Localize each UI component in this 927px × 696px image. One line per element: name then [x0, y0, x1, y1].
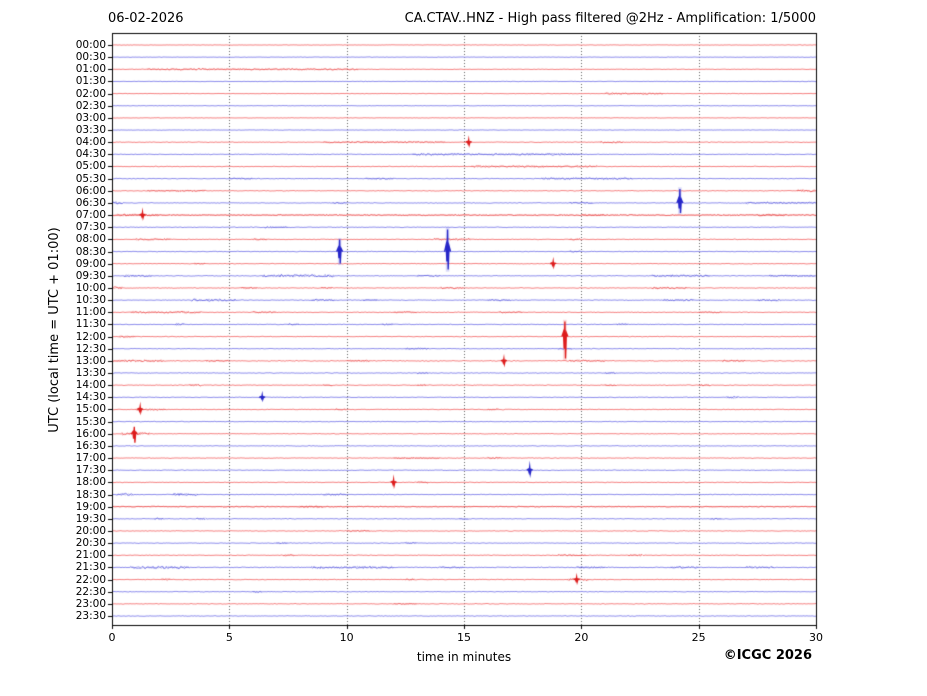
y-tick-label: 21:30: [75, 561, 106, 574]
y-tick-label: 23:30: [75, 610, 106, 622]
y-tick-label: 16:00: [75, 427, 106, 440]
y-tick-label: 12:00: [75, 330, 106, 343]
y-tick-label: 01:30: [75, 75, 106, 88]
y-tick-label: 22:00: [75, 573, 106, 586]
y-tick-label: 00:30: [75, 51, 106, 64]
y-tick-label: 08:00: [75, 233, 106, 246]
y-tick-label: 06:30: [75, 196, 106, 209]
y-tick-label: 13:30: [75, 367, 106, 380]
y-tick-label: 20:30: [75, 537, 106, 550]
x-tick-label: 25: [691, 631, 706, 644]
x-tick-label: 5: [225, 631, 233, 644]
y-tick-label: 17:00: [75, 452, 106, 465]
y-tick-label: 03:30: [75, 124, 106, 137]
y-tick-label: 15:30: [75, 415, 106, 428]
y-tick-label: 05:30: [75, 172, 106, 185]
y-tick-label: 18:00: [75, 476, 106, 489]
y-tick-label: 13:00: [75, 354, 106, 367]
y-tick-label: 12:30: [75, 342, 106, 355]
copyright-label: ©ICGC 2026: [723, 648, 812, 663]
plot-title: CA.CTAV..HNZ - High pass filtered @2Hz -…: [404, 11, 816, 26]
y-tick-label: 02:00: [75, 87, 106, 100]
y-tick-label: 06:00: [75, 184, 106, 197]
x-tick-label: 15: [457, 631, 471, 644]
y-tick-label: 05:00: [75, 160, 106, 173]
y-tick-label: 21:00: [75, 549, 106, 562]
y-tick-label: 01:00: [75, 63, 106, 76]
y-tick-label: 10:00: [75, 281, 106, 294]
y-tick-label: 16:30: [75, 439, 106, 452]
date-label: 06-02-2026: [108, 11, 184, 26]
y-tick-label: 22:30: [75, 585, 106, 598]
x-axis-label: time in minutes: [416, 650, 512, 664]
y-tick-label: 14:00: [75, 379, 106, 392]
y-tick-label: 23:00: [75, 597, 106, 610]
x-tick-label: 0: [108, 631, 116, 644]
y-tick-label: 18:30: [75, 488, 106, 501]
x-tick-label: 10: [339, 631, 354, 644]
y-tick-label: 15:00: [75, 403, 106, 416]
x-tick-label: 30: [809, 631, 823, 644]
x-tick-label: 20: [574, 631, 589, 644]
y-tick-label: 00:00: [75, 39, 106, 51]
y-tick-label: 07:30: [75, 221, 106, 234]
y-tick-label: 20:00: [75, 524, 106, 537]
y-tick-label: 09:30: [75, 269, 106, 282]
y-tick-label: 14:30: [75, 391, 106, 404]
y-tick-label: 11:00: [75, 306, 106, 319]
y-tick-label: 04:30: [75, 148, 106, 161]
y-tick-label: 08:30: [75, 245, 106, 258]
y-tick-label: 19:00: [75, 500, 106, 513]
y-tick-label: 09:00: [75, 257, 106, 270]
y-tick-label: 04:00: [75, 136, 106, 149]
y-tick-label: 07:00: [75, 209, 106, 222]
y-tick-label: 02:30: [75, 99, 106, 112]
y-tick-label: 11:30: [75, 318, 106, 331]
y-tick-label: 19:30: [75, 512, 106, 525]
y-tick-label: 03:00: [75, 111, 106, 124]
y-tick-label: 17:30: [75, 464, 106, 477]
y-tick-label: 10:30: [75, 294, 106, 307]
